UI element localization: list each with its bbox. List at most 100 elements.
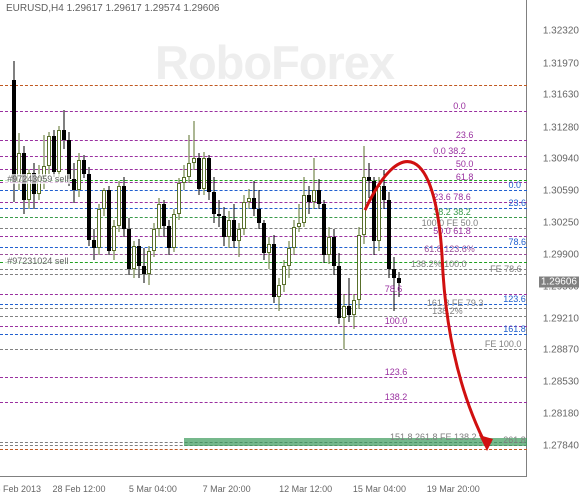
candle xyxy=(257,0,261,477)
level-label: 161.8 xyxy=(503,324,526,334)
candle xyxy=(107,0,111,477)
candle xyxy=(292,0,296,477)
candle xyxy=(142,0,146,477)
candle xyxy=(217,0,221,477)
y-tick: 1.28180 xyxy=(543,409,579,420)
candle xyxy=(177,0,181,477)
candle xyxy=(347,0,351,477)
candle xyxy=(287,0,291,477)
candle xyxy=(232,0,236,477)
candle xyxy=(317,0,321,477)
candle xyxy=(377,0,381,477)
candle xyxy=(12,0,16,477)
candle xyxy=(222,0,226,477)
candle xyxy=(342,0,346,477)
candle xyxy=(47,0,51,477)
candle xyxy=(152,0,156,477)
chart-title: EURUSD,H4 1.29617 1.29617 1.29574 1.2960… xyxy=(6,3,220,14)
candle xyxy=(352,0,356,477)
candle xyxy=(27,0,31,477)
candle xyxy=(267,0,271,477)
level-label: 138.2 xyxy=(385,392,408,402)
candle xyxy=(272,0,276,477)
candle xyxy=(162,0,166,477)
level-label: 151.8 261.8 FE 138.2 xyxy=(390,432,477,442)
level-label: 0.0 38.2 xyxy=(433,146,466,156)
candle xyxy=(372,0,376,477)
candle xyxy=(197,0,201,477)
chart-container: RoboForex EURUSD,H4 1.29617 1.29617 1.29… xyxy=(0,0,583,502)
candle xyxy=(182,0,186,477)
level-label: 123.6 xyxy=(385,367,408,377)
candle xyxy=(122,0,126,477)
candle xyxy=(327,0,331,477)
candle xyxy=(397,0,401,477)
level-label: FE 100.0 xyxy=(485,339,522,349)
candle xyxy=(62,0,66,477)
y-tick: 1.31970 xyxy=(543,58,579,69)
candle xyxy=(282,0,286,477)
candle xyxy=(337,0,341,477)
candle xyxy=(252,0,256,477)
y-tick: 1.32320 xyxy=(543,26,579,37)
candle xyxy=(22,0,26,477)
y-tick: 1.30250 xyxy=(543,217,579,228)
candle xyxy=(242,0,246,477)
level-label: 78.6 xyxy=(509,237,527,247)
candle xyxy=(277,0,281,477)
level-label: 0.0 xyxy=(453,101,466,111)
x-tick: 5 Mar 04:00 xyxy=(129,484,177,494)
x-axis: 25 Feb 201328 Feb 12:005 Mar 04:007 Mar … xyxy=(0,477,527,502)
candle xyxy=(247,0,251,477)
candle xyxy=(332,0,336,477)
candle xyxy=(367,0,371,477)
candle xyxy=(17,0,21,477)
candle xyxy=(52,0,56,477)
level-label: 50.0 61.8 xyxy=(433,226,471,236)
x-tick: 15 Mar 04:00 xyxy=(353,484,406,494)
x-tick: 19 Mar 20:00 xyxy=(427,484,480,494)
candle xyxy=(87,0,91,477)
level-label: 261.8 xyxy=(503,435,526,445)
y-tick: 1.29210 xyxy=(543,313,579,324)
candle xyxy=(32,0,36,477)
current-price-badge: 1.29606 xyxy=(539,277,579,288)
candle xyxy=(157,0,161,477)
x-tick: 25 Feb 2013 xyxy=(0,484,41,494)
y-tick: 1.31280 xyxy=(543,122,579,133)
candle xyxy=(92,0,96,477)
candle xyxy=(307,0,311,477)
y-tick: 1.29900 xyxy=(543,250,579,261)
level-label: 78.6 xyxy=(385,284,403,294)
candle xyxy=(67,0,71,477)
candle xyxy=(42,0,46,477)
candle xyxy=(357,0,361,477)
plot-area[interactable]: 0.023.60.0 38.250.061.80.023.6 78.623.63… xyxy=(0,0,527,477)
candle xyxy=(312,0,316,477)
level-label: 23.6 xyxy=(456,130,474,140)
candle xyxy=(387,0,391,477)
level-label: 50.0 xyxy=(456,159,474,169)
level-label: 138.2% xyxy=(432,306,463,316)
order-label: #97243059 sell xyxy=(5,174,70,184)
level-label: 38.2 38.2 xyxy=(433,207,471,217)
candle xyxy=(82,0,86,477)
y-tick: 1.30590 xyxy=(543,186,579,197)
candle xyxy=(112,0,116,477)
candle xyxy=(37,0,41,477)
candle xyxy=(192,0,196,477)
candle xyxy=(132,0,136,477)
x-tick: 12 Mar 12:00 xyxy=(279,484,332,494)
candle xyxy=(127,0,131,477)
level-label: 23.6 78.6 xyxy=(433,192,471,202)
level-label: FE 78.6 xyxy=(490,264,522,274)
candle xyxy=(147,0,151,477)
candle xyxy=(297,0,301,477)
y-tick: 1.28530 xyxy=(543,376,579,387)
candle xyxy=(322,0,326,477)
candle xyxy=(202,0,206,477)
y-axis: 1.278401.281801.285301.288701.292101.295… xyxy=(527,0,583,477)
candle xyxy=(207,0,211,477)
level-label: 0.0 xyxy=(509,180,522,190)
candle xyxy=(302,0,306,477)
